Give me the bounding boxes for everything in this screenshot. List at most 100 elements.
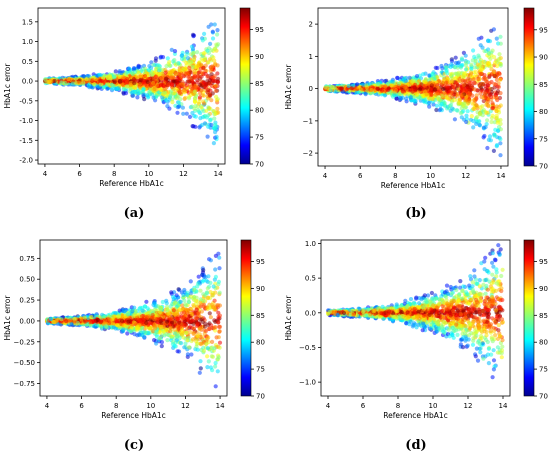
colorbar-tick-label: 85 <box>255 80 264 88</box>
scatter-point <box>453 55 458 60</box>
scatter-point <box>478 71 483 77</box>
y-tick-label: -2.0 <box>19 157 33 165</box>
scatter-point <box>144 299 149 304</box>
scatter-point <box>463 67 469 72</box>
scatter-point <box>332 85 337 90</box>
x-tick-label: 10 <box>426 172 435 180</box>
scatter-point <box>158 54 164 59</box>
scatter-point <box>458 65 464 70</box>
scatter-point <box>97 72 102 77</box>
scatter-point <box>486 47 491 52</box>
scatter-point <box>445 85 450 90</box>
scatter-point <box>476 76 481 82</box>
colorbar-tick-label: 80 <box>539 108 548 116</box>
scatter-point <box>145 79 150 84</box>
scatter-point <box>181 74 186 79</box>
scatter-point <box>189 44 195 49</box>
scatter-point <box>213 274 218 279</box>
scatter-point <box>213 88 218 93</box>
scatter-point <box>215 28 220 33</box>
scatter-point <box>458 111 464 116</box>
scatter-point <box>190 110 195 116</box>
x-axis-label: Reference HbA1c <box>99 179 164 188</box>
scatter-point <box>210 36 216 41</box>
scatter-point <box>201 58 206 63</box>
scatter-point <box>486 38 491 44</box>
scatter-point <box>455 108 460 113</box>
scatter-point <box>395 75 400 80</box>
scatter-point <box>467 98 472 103</box>
scatter-point <box>172 58 177 63</box>
scatter-point <box>205 354 210 359</box>
scatter-point <box>414 74 420 79</box>
scatter-point <box>191 57 196 62</box>
scatter-point <box>204 278 209 283</box>
scatter-point <box>132 89 137 94</box>
scatter-point <box>408 95 413 100</box>
scatter-point <box>376 82 381 87</box>
x-tick-label: 6 <box>77 170 82 178</box>
scatter-points <box>43 22 221 146</box>
scatter-point <box>473 72 479 78</box>
scatter-point <box>207 106 212 111</box>
scatter-point <box>485 145 490 151</box>
scatter-point <box>494 36 499 41</box>
scatter-point <box>192 69 197 74</box>
scatter-point <box>124 84 129 89</box>
x-tick-label: 12 <box>461 172 470 180</box>
scatter-point <box>215 63 220 68</box>
scatter-point <box>480 104 485 109</box>
scatter-point <box>189 318 194 323</box>
y-tick-label: -1.0 <box>19 117 33 125</box>
scatter-point <box>193 103 198 108</box>
scatter-point <box>162 90 167 95</box>
scatter-point <box>98 82 103 87</box>
scatter-point <box>205 286 210 291</box>
scatter-point <box>433 92 438 97</box>
scatter-point <box>498 77 503 82</box>
scatter-point <box>177 72 182 77</box>
scatter-point <box>187 114 193 119</box>
scatter-point <box>175 76 180 81</box>
scatter-point <box>182 85 187 90</box>
scatter-point <box>447 93 452 98</box>
scatter-point <box>414 92 420 97</box>
scatter-point <box>488 94 494 100</box>
scatter-point <box>354 86 360 92</box>
scatter-point <box>183 95 188 100</box>
scatter-point <box>482 133 487 139</box>
scatter-point <box>205 48 210 53</box>
scatter-point <box>457 100 462 106</box>
chart-panel-c: 4 6 8 10 12 14−0.75−0.50−0.250.000.250.500.75… <box>3 239 265 420</box>
scatter-point <box>212 298 217 303</box>
scatter-point <box>185 51 190 57</box>
scatter-point <box>186 96 192 101</box>
scatter-point <box>176 100 182 105</box>
scatter-point <box>181 335 186 340</box>
scatter-point <box>396 84 401 89</box>
scatter-point <box>430 96 435 102</box>
scatter-point <box>478 91 483 96</box>
colorbar-gradient <box>523 7 535 167</box>
scatter-point <box>113 69 118 74</box>
scatter-point <box>206 60 211 65</box>
scatter-point <box>193 114 198 119</box>
scatter-point <box>471 125 476 130</box>
scatter-point <box>206 24 211 29</box>
scatter-point <box>452 117 457 122</box>
x-tick-label: 4 <box>43 170 48 178</box>
scatter-point <box>149 92 155 97</box>
scatter-point <box>429 89 434 94</box>
scatter-point <box>212 116 217 121</box>
scatter-point <box>180 105 185 110</box>
scatter-point <box>157 68 162 73</box>
scatter-point <box>206 124 211 129</box>
scatter-point <box>195 347 200 352</box>
scatter-point <box>472 80 477 85</box>
scatter-point <box>199 88 204 93</box>
scatter-point <box>199 62 204 67</box>
scatter-point <box>210 339 215 344</box>
scatter-point <box>210 29 215 34</box>
x-tick-label: 6 <box>358 172 363 180</box>
scatter-point <box>198 359 203 364</box>
